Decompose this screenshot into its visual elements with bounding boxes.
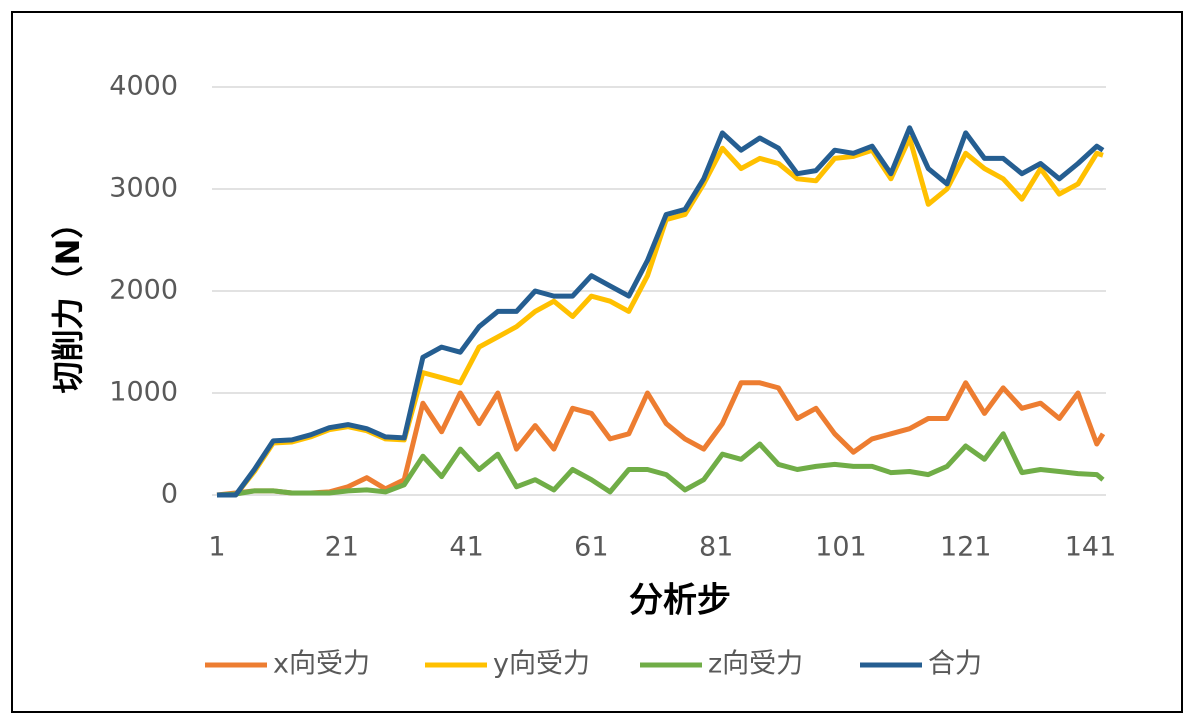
y-tick-label: 3000: [109, 173, 178, 204]
x-tick-label: 121: [940, 532, 992, 563]
x-tick-label: 141: [1065, 532, 1117, 563]
y-tick-label: 2000: [109, 275, 178, 306]
y-tick-label: 1000: [109, 377, 178, 408]
x-tick-label: 101: [815, 532, 867, 563]
x-tick-label: 61: [574, 532, 608, 563]
legend-label: z向受力: [708, 649, 803, 680]
legend-label: x向受力: [273, 649, 370, 680]
x-axis-label: 分析步: [629, 581, 731, 621]
x-tick-label: 1: [208, 532, 225, 563]
x-tick-label: 21: [325, 532, 359, 563]
legend-label: 合力: [928, 649, 982, 680]
y-tick-label: 4000: [109, 71, 178, 102]
x-tick-label: 81: [699, 532, 733, 563]
legend-label: y向受力: [493, 649, 590, 680]
y-axis-label: 切削力（N）: [49, 207, 87, 394]
series-line: [216, 431, 1105, 498]
series-line: [216, 380, 1106, 498]
chart-border: [11, 11, 1183, 713]
y-tick-label: 0: [161, 479, 178, 510]
x-tick-label: 41: [449, 532, 483, 563]
series-line: [217, 125, 1105, 498]
